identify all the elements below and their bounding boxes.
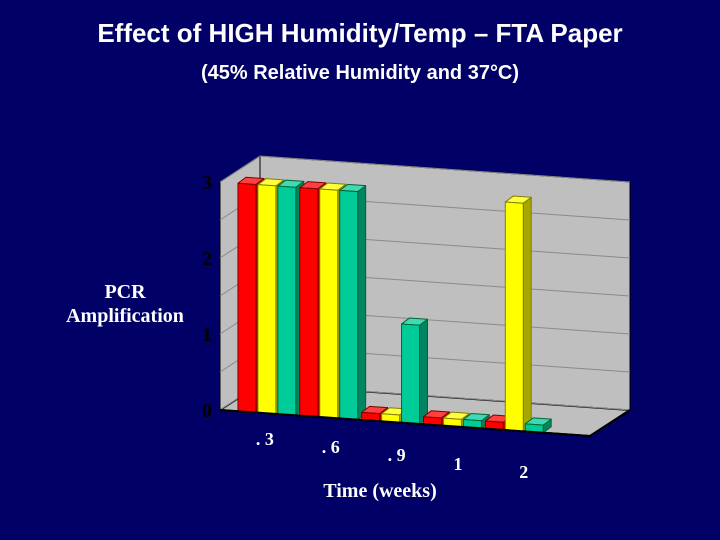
svg-text:0: 0 <box>202 400 212 422</box>
svg-text:3: 3 <box>202 172 212 194</box>
svg-text:1: 1 <box>202 324 212 346</box>
svg-text:2: 2 <box>202 248 212 270</box>
x-tick: . 9 <box>388 445 406 466</box>
x-tick: 1 <box>453 454 462 475</box>
x-tick: . 6 <box>322 437 340 458</box>
bar-chart-3d: 0 1 2 3 <box>0 0 720 540</box>
x-tick: . 3 <box>256 429 274 450</box>
x-tick: 2 <box>519 462 528 483</box>
